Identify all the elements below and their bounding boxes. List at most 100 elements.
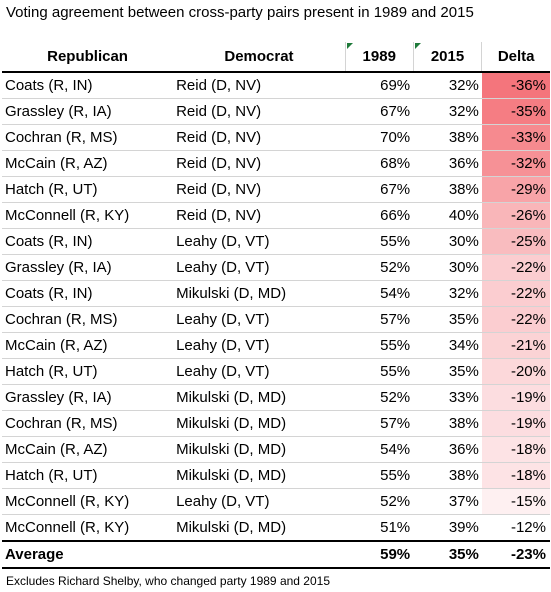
agreement-2015-cell[interactable]: 38% bbox=[413, 124, 482, 151]
republican-cell[interactable]: Cochran (R, MS) bbox=[2, 124, 174, 151]
agreement-2015-cell[interactable]: 36% bbox=[413, 436, 482, 463]
agreement-2015-cell[interactable]: 37% bbox=[413, 488, 482, 515]
democrat-cell[interactable]: Reid (D, NV) bbox=[173, 176, 346, 203]
agreement-2015-cell[interactable]: 36% bbox=[413, 150, 482, 177]
democrat-cell[interactable]: Leahy (D, VT) bbox=[173, 228, 346, 255]
agreement-1989-cell[interactable]: 52% bbox=[345, 488, 414, 515]
agreement-2015-cell[interactable]: 34% bbox=[413, 332, 482, 359]
agreement-1989-cell[interactable]: 67% bbox=[345, 98, 414, 125]
agreement-1989-cell[interactable]: 68% bbox=[345, 150, 414, 177]
republican-cell[interactable]: McConnell (R, KY) bbox=[2, 202, 174, 229]
agreement-2015-cell[interactable]: 38% bbox=[413, 462, 482, 489]
agreement-2015-cell[interactable]: 35% bbox=[413, 306, 482, 333]
republican-cell[interactable]: Hatch (R, UT) bbox=[2, 358, 174, 385]
democrat-cell[interactable]: Mikulski (D, MD) bbox=[173, 462, 346, 489]
agreement-1989-cell[interactable]: 54% bbox=[345, 436, 414, 463]
agreement-2015-cell[interactable]: 38% bbox=[413, 410, 482, 437]
agreement-1989-cell[interactable]: 51% bbox=[345, 514, 414, 542]
delta-cell[interactable]: -15% bbox=[481, 488, 550, 515]
header-republican[interactable]: Republican bbox=[2, 42, 174, 73]
delta-cell[interactable]: -20% bbox=[481, 358, 550, 385]
republican-cell[interactable]: Cochran (R, MS) bbox=[2, 410, 174, 437]
agreement-1989-cell[interactable]: 69% bbox=[345, 72, 414, 99]
democrat-cell[interactable]: Reid (D, NV) bbox=[173, 98, 346, 125]
republican-cell[interactable]: Hatch (R, UT) bbox=[2, 462, 174, 489]
republican-cell[interactable]: McCain (R, AZ) bbox=[2, 332, 174, 359]
delta-cell[interactable]: -29% bbox=[481, 176, 550, 203]
republican-cell[interactable]: Coats (R, IN) bbox=[2, 280, 174, 307]
agreement-2015-cell[interactable]: 38% bbox=[413, 176, 482, 203]
agreement-2015-cell[interactable]: 33% bbox=[413, 384, 482, 411]
agreement-2015-cell[interactable]: 30% bbox=[413, 228, 482, 255]
delta-cell[interactable]: -35% bbox=[481, 98, 550, 125]
democrat-cell[interactable]: Mikulski (D, MD) bbox=[173, 410, 346, 437]
democrat-cell[interactable]: Reid (D, NV) bbox=[173, 150, 346, 177]
average-empty-cell[interactable] bbox=[173, 540, 346, 569]
republican-cell[interactable]: Cochran (R, MS) bbox=[2, 306, 174, 333]
delta-cell[interactable]: -33% bbox=[481, 124, 550, 151]
agreement-2015-cell[interactable]: 35% bbox=[413, 358, 482, 385]
average-2015[interactable]: 35% bbox=[413, 540, 482, 569]
header-democrat[interactable]: Democrat bbox=[173, 42, 346, 73]
delta-cell[interactable]: -26% bbox=[481, 202, 550, 229]
democrat-cell[interactable]: Leahy (D, VT) bbox=[173, 488, 346, 515]
republican-cell[interactable]: McConnell (R, KY) bbox=[2, 514, 174, 542]
agreement-2015-cell[interactable]: 32% bbox=[413, 280, 482, 307]
agreement-1989-cell[interactable]: 55% bbox=[345, 228, 414, 255]
agreement-1989-cell[interactable]: 52% bbox=[345, 254, 414, 281]
democrat-cell[interactable]: Leahy (D, VT) bbox=[173, 358, 346, 385]
delta-cell[interactable]: -22% bbox=[481, 254, 550, 281]
agreement-2015-cell[interactable]: 39% bbox=[413, 514, 482, 542]
average-delta[interactable]: -23% bbox=[481, 540, 550, 569]
agreement-1989-cell[interactable]: 54% bbox=[345, 280, 414, 307]
delta-cell[interactable]: -32% bbox=[481, 150, 550, 177]
agreement-2015-cell[interactable]: 30% bbox=[413, 254, 482, 281]
agreement-2015-cell[interactable]: 32% bbox=[413, 72, 482, 99]
republican-cell[interactable]: Grassley (R, IA) bbox=[2, 384, 174, 411]
democrat-cell[interactable]: Reid (D, NV) bbox=[173, 72, 346, 99]
header-2015[interactable]: 2015 bbox=[412, 42, 482, 73]
agreement-1989-cell[interactable]: 57% bbox=[345, 410, 414, 437]
republican-cell[interactable]: Coats (R, IN) bbox=[2, 72, 174, 99]
delta-cell[interactable]: -36% bbox=[481, 72, 550, 99]
agreement-1989-cell[interactable]: 67% bbox=[345, 176, 414, 203]
republican-cell[interactable]: Grassley (R, IA) bbox=[2, 254, 174, 281]
delta-cell[interactable]: -18% bbox=[481, 462, 550, 489]
delta-cell[interactable]: -19% bbox=[481, 410, 550, 437]
democrat-cell[interactable]: Reid (D, NV) bbox=[173, 124, 346, 151]
delta-cell[interactable]: -19% bbox=[481, 384, 550, 411]
republican-cell[interactable]: Grassley (R, IA) bbox=[2, 98, 174, 125]
average-1989[interactable]: 59% bbox=[345, 540, 414, 569]
agreement-1989-cell[interactable]: 57% bbox=[345, 306, 414, 333]
agreement-2015-cell[interactable]: 40% bbox=[413, 202, 482, 229]
republican-cell[interactable]: Hatch (R, UT) bbox=[2, 176, 174, 203]
delta-cell[interactable]: -21% bbox=[481, 332, 550, 359]
agreement-1989-cell[interactable]: 55% bbox=[345, 332, 414, 359]
delta-cell[interactable]: -25% bbox=[481, 228, 550, 255]
democrat-cell[interactable]: Leahy (D, VT) bbox=[173, 254, 346, 281]
democrat-cell[interactable]: Mikulski (D, MD) bbox=[173, 280, 346, 307]
democrat-cell[interactable]: Mikulski (D, MD) bbox=[173, 384, 346, 411]
republican-cell[interactable]: McCain (R, AZ) bbox=[2, 150, 174, 177]
agreement-1989-cell[interactable]: 70% bbox=[345, 124, 414, 151]
delta-cell[interactable]: -22% bbox=[481, 306, 550, 333]
agreement-2015-cell[interactable]: 32% bbox=[413, 98, 482, 125]
header-1989[interactable]: 1989 bbox=[344, 42, 414, 73]
delta-cell[interactable]: -18% bbox=[481, 436, 550, 463]
democrat-cell[interactable]: Leahy (D, VT) bbox=[173, 306, 346, 333]
agreement-1989-cell[interactable]: 52% bbox=[345, 384, 414, 411]
republican-cell[interactable]: McCain (R, AZ) bbox=[2, 436, 174, 463]
agreement-1989-cell[interactable]: 55% bbox=[345, 462, 414, 489]
republican-cell[interactable]: McConnell (R, KY) bbox=[2, 488, 174, 515]
delta-cell[interactable]: -12% bbox=[481, 514, 550, 542]
democrat-cell[interactable]: Mikulski (D, MD) bbox=[173, 436, 346, 463]
democrat-cell[interactable]: Reid (D, NV) bbox=[173, 202, 346, 229]
democrat-cell[interactable]: Leahy (D, VT) bbox=[173, 332, 346, 359]
average-label[interactable]: Average bbox=[2, 540, 174, 569]
header-delta[interactable]: Delta bbox=[481, 42, 550, 73]
agreement-1989-cell[interactable]: 66% bbox=[345, 202, 414, 229]
agreement-1989-cell[interactable]: 55% bbox=[345, 358, 414, 385]
democrat-cell[interactable]: Mikulski (D, MD) bbox=[173, 514, 346, 542]
delta-cell[interactable]: -22% bbox=[481, 280, 550, 307]
republican-cell[interactable]: Coats (R, IN) bbox=[2, 228, 174, 255]
